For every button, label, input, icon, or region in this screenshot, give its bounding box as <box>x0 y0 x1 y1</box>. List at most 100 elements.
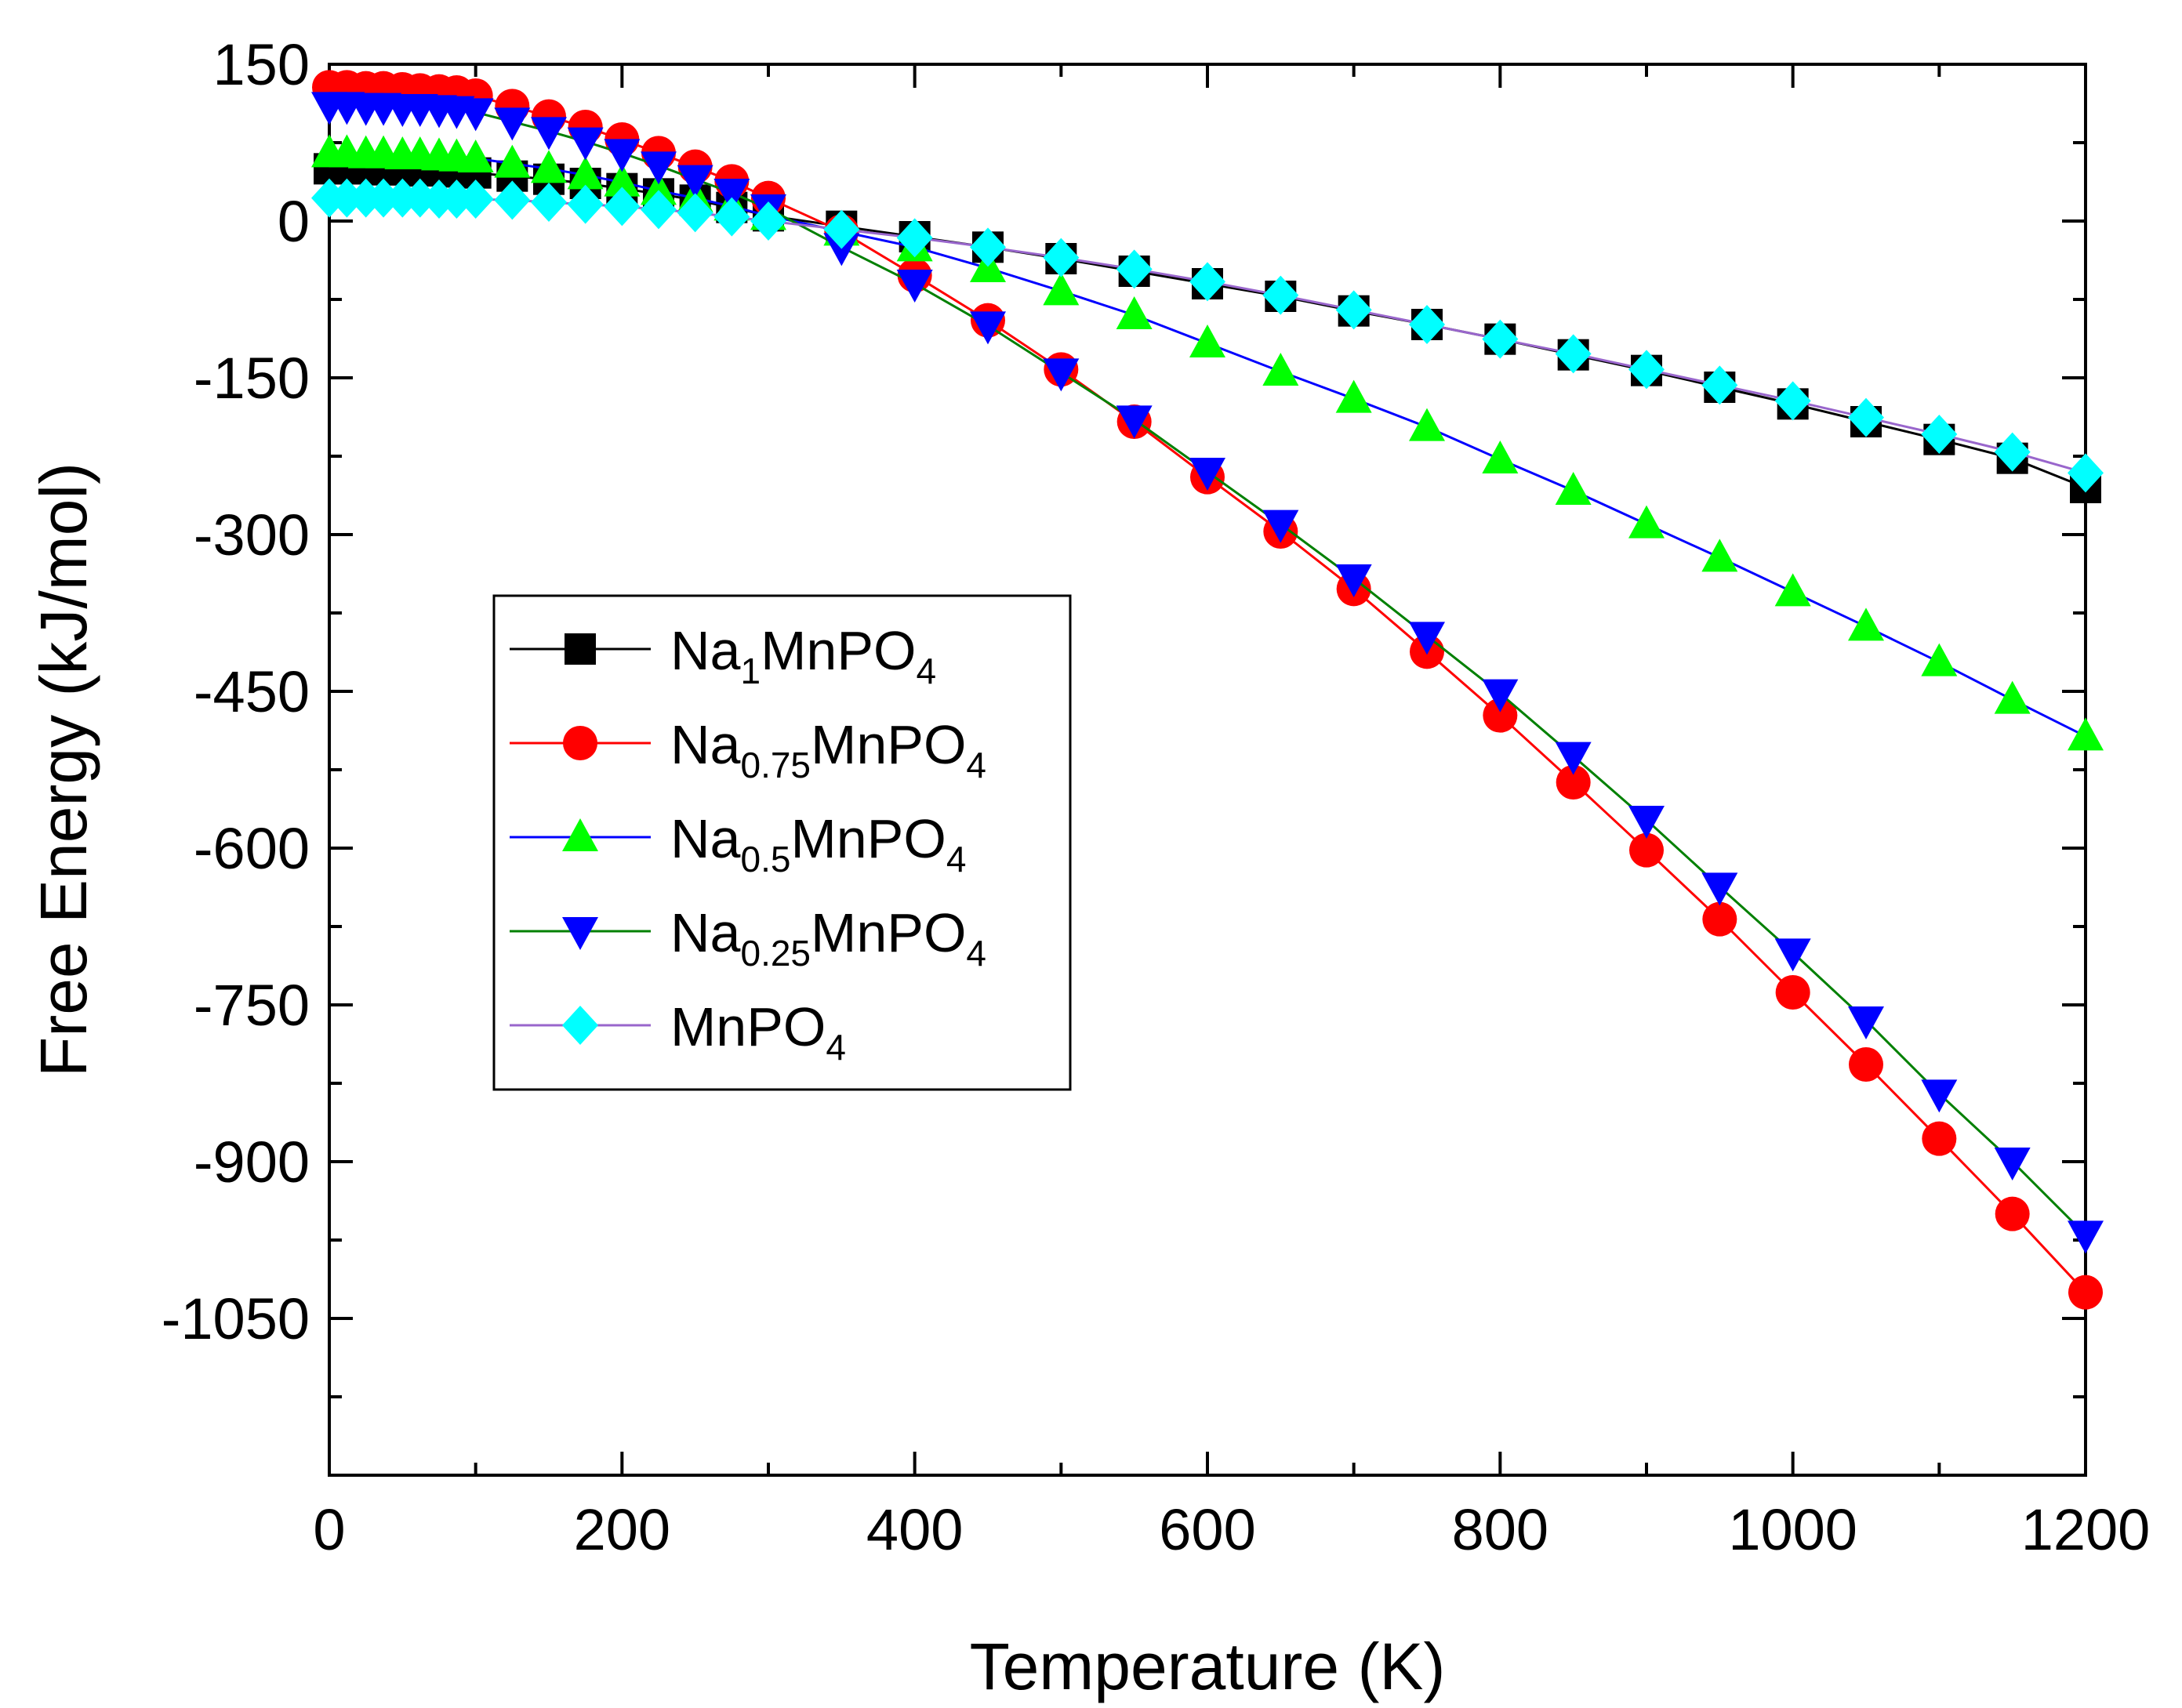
data-point <box>1555 334 1592 374</box>
y-tick-label: 150 <box>213 32 310 97</box>
legend-item: MnPO4 <box>510 996 846 1068</box>
data-point <box>1775 975 1810 1010</box>
data-point <box>896 218 933 258</box>
data-point <box>1701 539 1738 572</box>
data-point <box>457 98 494 132</box>
data-point <box>365 178 402 218</box>
y-tick-label: -600 <box>194 816 310 881</box>
data-point <box>494 180 531 220</box>
data-point <box>531 183 567 222</box>
data-point <box>1921 1079 1958 1113</box>
data-point <box>1262 509 1299 543</box>
data-point <box>641 190 677 230</box>
legend-text-part: Na <box>670 620 741 681</box>
data-point <box>677 193 713 233</box>
data-point <box>494 107 531 141</box>
data-point <box>713 197 750 237</box>
data-point <box>1335 564 1372 597</box>
data-point <box>604 139 641 172</box>
data-point <box>1848 1006 1884 1039</box>
legend-label: MnPO4 <box>670 996 846 1068</box>
data-point <box>2068 1220 2104 1254</box>
data-point <box>1994 1148 2031 1180</box>
legend-marker <box>562 917 598 950</box>
data-point <box>2068 717 2104 751</box>
data-point <box>1409 622 1445 655</box>
data-point <box>567 184 604 224</box>
legend-label: Na0.5MnPO4 <box>670 808 966 879</box>
data-point <box>823 209 860 249</box>
x-tick-label: 800 <box>1452 1497 1548 1562</box>
data-point <box>641 151 677 185</box>
data-point <box>750 201 786 241</box>
y-tick-label: -450 <box>194 659 310 724</box>
data-point <box>1994 432 2031 472</box>
legend-text-part: MnPO <box>790 808 946 869</box>
data-point <box>1043 238 1080 277</box>
data-point <box>329 178 365 218</box>
data-point <box>1701 365 1738 405</box>
legend-subscript: 4 <box>966 745 986 785</box>
axes: 0 200 400 600 800 1000 1200 150 0 -150 -300 -450 -60… <box>162 32 2151 1562</box>
data-point <box>1922 1121 1957 1156</box>
data-point <box>1702 901 1737 937</box>
series-layer <box>311 70 2104 1310</box>
data-point <box>1628 505 1665 539</box>
data-point <box>457 140 494 172</box>
data-point <box>1482 441 1519 473</box>
data-point <box>1628 806 1665 839</box>
data-point <box>1848 397 1884 437</box>
data-point <box>1629 832 1664 868</box>
data-point <box>567 156 604 190</box>
legend-marker <box>563 726 597 760</box>
data-point <box>2068 453 2104 493</box>
legend-subscript: 4 <box>916 651 936 691</box>
data-point <box>604 163 641 197</box>
data-point <box>1116 296 1153 329</box>
x-tick-label: 200 <box>574 1497 670 1562</box>
legend-text-part: Na <box>670 808 741 869</box>
data-point <box>1043 272 1080 306</box>
legend-text-part: MnPO <box>670 996 826 1057</box>
data-point <box>1774 381 1811 421</box>
data-point <box>970 311 1006 345</box>
legend-marker <box>562 1006 598 1045</box>
legend-subscript: 0.75 <box>740 745 811 785</box>
y-tick-label: -300 <box>194 502 310 568</box>
y-axis-title: Free Energy (kJ/mol) <box>27 462 100 1077</box>
data-point <box>1116 405 1153 439</box>
data-point <box>1921 415 1958 454</box>
x-tick-label: 600 <box>1159 1497 1255 1562</box>
y-tick-label: -150 <box>194 346 310 411</box>
x-tick-label: 1200 <box>2021 1497 2151 1562</box>
data-point <box>970 227 1006 267</box>
data-point <box>1262 353 1299 386</box>
data-point <box>1994 680 2031 714</box>
data-point <box>1556 765 1591 800</box>
data-point <box>1043 358 1080 392</box>
data-point <box>1262 275 1299 315</box>
legend-text-part: Na <box>670 714 741 775</box>
legend-item: Na0.75MnPO4 <box>510 714 986 785</box>
x-tick-label: 400 <box>866 1497 963 1562</box>
data-point <box>1335 379 1372 413</box>
data-point <box>1701 872 1738 906</box>
legend-subscript: 4 <box>826 1027 846 1068</box>
data-point <box>1335 290 1372 330</box>
series-Na0.75MnPO4 <box>312 70 2103 1310</box>
legend: Na1MnPO4Na0.75MnPO4Na0.5MnPO4Na0.25MnPO4… <box>492 594 1072 1091</box>
data-point <box>1116 249 1153 289</box>
data-point <box>1849 1047 1883 1082</box>
legend-label: Na0.25MnPO4 <box>670 902 986 974</box>
legend-text-part: MnPO <box>761 620 916 681</box>
data-point <box>1995 1196 2030 1231</box>
legend-text-part: MnPO <box>811 714 966 775</box>
x-tick-label: 1000 <box>1728 1497 1857 1562</box>
data-point <box>1774 938 1811 972</box>
data-point <box>1921 643 1958 676</box>
y-tick-label: -900 <box>194 1130 310 1195</box>
data-point <box>438 180 475 219</box>
data-point <box>1189 458 1225 491</box>
x-axis-title: Temperature (K) <box>970 1630 1446 1703</box>
y-tick-label: -750 <box>194 973 310 1038</box>
